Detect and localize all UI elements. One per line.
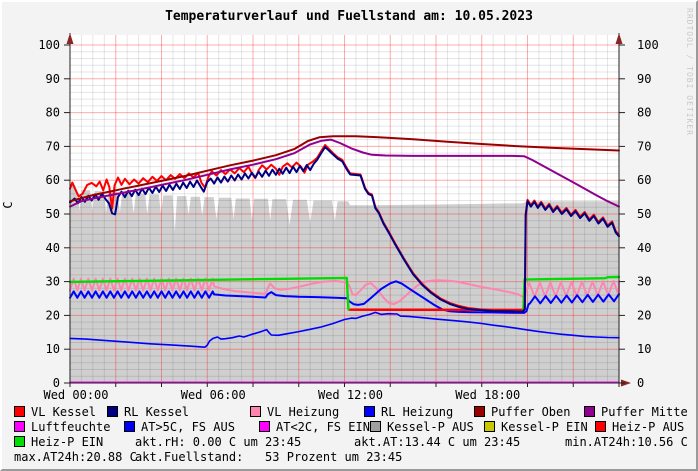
legend-color-swatch [484, 421, 495, 432]
axis-tick-labels: 0 0 10 10 20 20 30 30 40 40 50 50 60 60 70 70 80 80 90 90 10… [38, 38, 658, 402]
tick-label: Wed 18:00 [455, 388, 520, 402]
tick-label: 50 [46, 207, 60, 221]
legend-label: AT>5C, FS AUS [141, 420, 235, 434]
rrdtool-watermark: RRDTOOL / TOBI OETIKER [685, 8, 694, 136]
legend-color-swatch [474, 406, 485, 417]
status-text-3-1: akt.Fuellstand: 53 Prozent um 23:45 [135, 450, 403, 464]
legend-color-swatch [250, 406, 261, 417]
series-puffer-mitte [69, 138, 620, 208]
legend-key-puffer-mitte: Puffer Mitte [584, 406, 688, 419]
tick-label: 70 [637, 139, 651, 153]
legend-key-at-5c-fs-aus: AT>5C, FS AUS [124, 421, 235, 434]
series-at-5c-fs-aus [69, 311, 620, 349]
legend-key-heiz-p-ein: Heiz-P EIN [14, 436, 103, 449]
legend-color-swatch [370, 421, 381, 432]
status-text-2-3: min.AT24h:10.56 C [565, 435, 688, 449]
legend-label: Kessel-P EIN [501, 420, 588, 434]
legend-label: RL Kessel [124, 405, 190, 419]
tick-label: Wed 00:00 [43, 388, 108, 402]
tick-label: 90 [46, 72, 60, 86]
tick-label: 60 [46, 173, 60, 187]
series-vl-heizung [69, 277, 620, 306]
legend-color-swatch [14, 421, 25, 432]
legend-label: Puffer Mitte [601, 405, 688, 419]
legend-label: Heiz-P AUS [612, 420, 685, 434]
tick-label: 0 [637, 376, 644, 390]
legend-color-swatch [259, 421, 270, 432]
series-rl-heizung [69, 280, 620, 314]
legend-key-luftfeuchte: Luftfeuchte [14, 421, 110, 434]
legend-key-rl-kessel: RL Kessel [107, 406, 189, 419]
legend-color-swatch [595, 421, 606, 432]
legend-color-swatch [14, 436, 25, 447]
tick-label: Wed 06:00 [181, 388, 246, 402]
axes-and-ticks [64, 33, 631, 387]
tick-label: 20 [46, 308, 60, 322]
status-text-2-1: akt.rH: 0.00 C um 23:45 [135, 435, 302, 449]
tick-label: Wed 12:00 [318, 388, 383, 402]
legend-color-swatch [124, 421, 135, 432]
page-title: Temperaturverlauf und Fuellstand am: 10.… [165, 9, 533, 24]
tick-label: 50 [637, 207, 651, 221]
status-text-3-0: max.AT24h:20.88 C [14, 450, 137, 464]
legend-label: VL Kessel [31, 405, 97, 419]
legend-label: Kessel-P AUS [387, 420, 474, 434]
legend-key-at-2c-fs-ein: AT<2C, FS EIN [259, 421, 370, 434]
series-puffer-oben [69, 135, 620, 203]
tick-label: 70 [46, 139, 60, 153]
tick-label: 10 [46, 342, 60, 356]
tick-label: 30 [46, 275, 60, 289]
status-text-2-2: akt.AT:13.44 C um 23:45 [354, 435, 521, 449]
tick-label: 0 [53, 376, 60, 390]
tick-label: 80 [637, 106, 651, 120]
legend-label: AT<2C, FS EIN [276, 420, 370, 434]
legend-label: Luftfeuchte [31, 420, 111, 434]
tick-label: 80 [46, 106, 60, 120]
series-heiz-p-ein [68, 276, 350, 311]
legend-key-rl-heizung: RL Heizung [364, 406, 453, 419]
legend-label: RL Heizung [381, 405, 454, 419]
tick-label: 40 [637, 241, 651, 255]
legend-key-puffer-oben: Puffer Oben [474, 406, 570, 419]
legend-label: VL Heizung [267, 405, 340, 419]
tick-label: 10 [637, 342, 651, 356]
data-series-lines [68, 135, 621, 384]
tick-label: 60 [637, 173, 651, 187]
tick-label: 90 [637, 72, 651, 86]
grid-lines [70, 35, 619, 383]
tick-label: 30 [637, 275, 651, 289]
legend-key-vl-heizung: VL Heizung [250, 406, 339, 419]
tick-label: 100 [38, 38, 60, 52]
tick-label: 100 [637, 38, 659, 52]
legend-color-swatch [14, 406, 25, 417]
legend-key-kessel-p-aus: Kessel-P AUS [370, 421, 474, 434]
legend-color-swatch [107, 406, 118, 417]
tick-label: 40 [46, 241, 60, 255]
legend-key-vl-kessel: VL Kessel [14, 406, 96, 419]
legend-key-heiz-p-aus: Heiz-P AUS [595, 421, 684, 434]
legend-label: Heiz-P EIN [31, 435, 104, 449]
legend-label: Puffer Oben [491, 405, 571, 419]
legend-key-kessel-p-ein: Kessel-P EIN [484, 421, 588, 434]
legend-color-swatch [584, 406, 595, 417]
legend-color-swatch [364, 406, 375, 417]
tick-label: 20 [637, 308, 651, 322]
